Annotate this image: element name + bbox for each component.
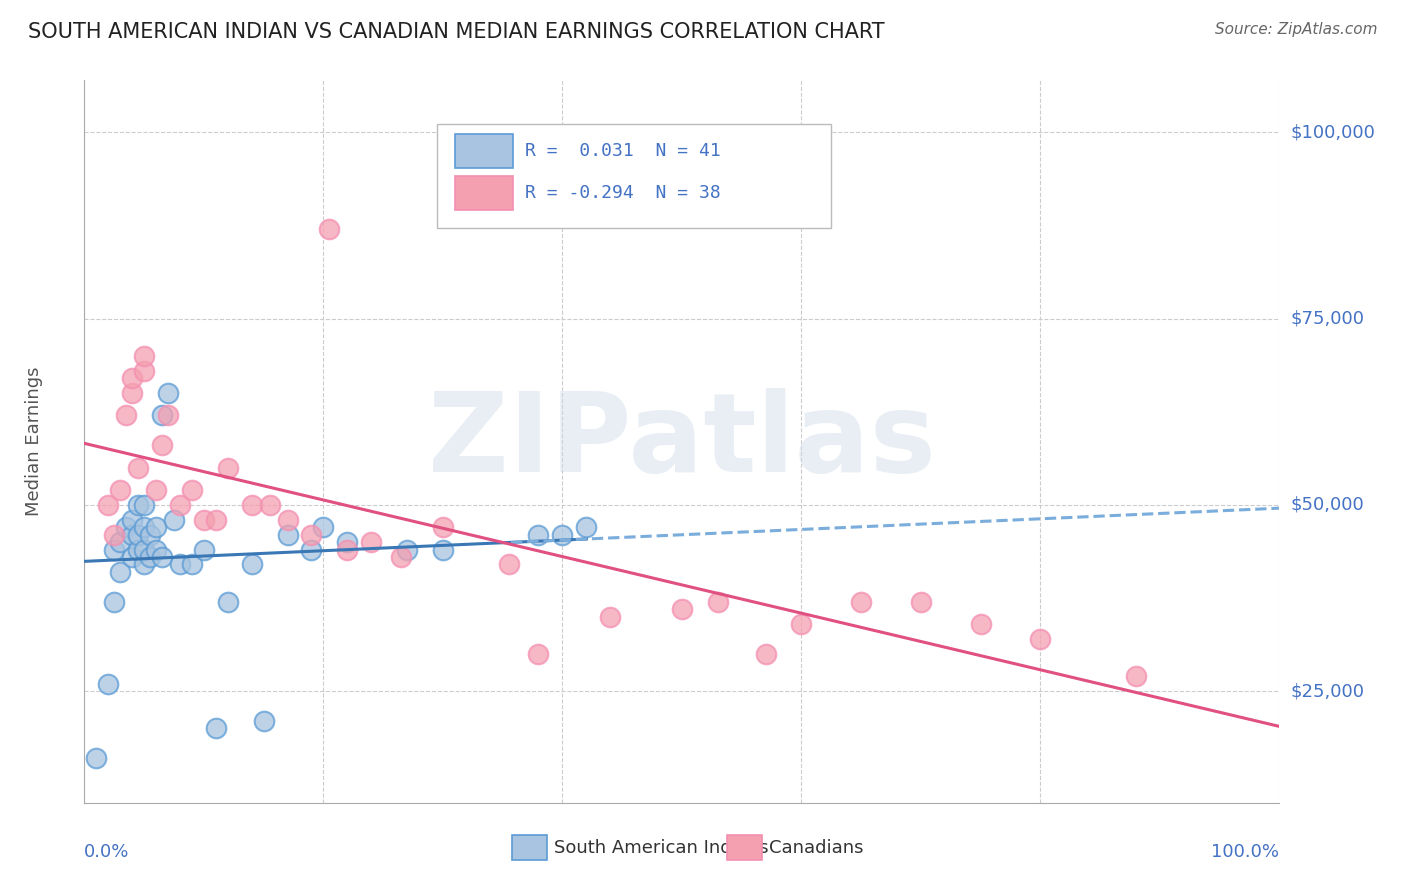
FancyBboxPatch shape — [456, 177, 513, 210]
Text: Canadians: Canadians — [769, 838, 863, 856]
Point — [127, 460, 149, 475]
Point — [132, 498, 156, 512]
Point — [1125, 669, 1147, 683]
Point — [121, 527, 143, 541]
Point — [132, 558, 156, 572]
Point — [277, 513, 299, 527]
Point — [110, 483, 132, 497]
Point — [707, 595, 730, 609]
Text: SOUTH AMERICAN INDIAN VS CANADIAN MEDIAN EARNINGS CORRELATION CHART: SOUTH AMERICAN INDIAN VS CANADIAN MEDIAN… — [28, 22, 884, 42]
Point — [132, 520, 156, 534]
Text: R = -0.294  N = 38: R = -0.294 N = 38 — [526, 184, 721, 202]
Point — [318, 222, 340, 236]
Point — [312, 520, 335, 534]
Point — [169, 558, 191, 572]
Point — [527, 647, 550, 661]
Point — [150, 549, 173, 564]
Point — [205, 513, 228, 527]
FancyBboxPatch shape — [727, 835, 762, 860]
Point — [169, 498, 191, 512]
Point — [127, 498, 149, 512]
Point — [551, 527, 574, 541]
Point — [121, 513, 143, 527]
Point — [139, 549, 162, 564]
Point — [121, 549, 143, 564]
Point — [599, 609, 621, 624]
Point — [575, 520, 598, 534]
Point — [181, 483, 204, 497]
Text: Source: ZipAtlas.com: Source: ZipAtlas.com — [1215, 22, 1378, 37]
Point — [103, 542, 125, 557]
Point — [389, 549, 412, 564]
Point — [115, 409, 138, 423]
Text: R =  0.031  N = 41: R = 0.031 N = 41 — [526, 142, 721, 160]
Point — [86, 751, 108, 765]
Point — [193, 542, 215, 557]
Point — [910, 595, 932, 609]
Point — [110, 535, 132, 549]
Point — [139, 527, 162, 541]
Point — [163, 513, 186, 527]
Text: $25,000: $25,000 — [1291, 682, 1365, 700]
Point — [253, 714, 276, 728]
FancyBboxPatch shape — [512, 835, 547, 860]
Text: Median Earnings: Median Earnings — [24, 367, 42, 516]
Point — [301, 542, 323, 557]
Point — [217, 595, 239, 609]
Point — [97, 676, 120, 690]
Point — [132, 364, 156, 378]
Point — [150, 409, 173, 423]
Point — [132, 349, 156, 363]
Point — [432, 542, 454, 557]
Point — [127, 527, 149, 541]
Point — [127, 542, 149, 557]
Point — [110, 565, 132, 579]
Point — [755, 647, 778, 661]
Point — [259, 498, 281, 512]
Point — [396, 542, 419, 557]
Point — [103, 527, 125, 541]
Point — [157, 409, 180, 423]
Point — [150, 438, 173, 452]
Point — [121, 386, 143, 401]
Point — [498, 558, 520, 572]
Text: 0.0%: 0.0% — [84, 843, 129, 861]
Point — [157, 386, 180, 401]
Text: $100,000: $100,000 — [1291, 123, 1375, 142]
Point — [145, 520, 167, 534]
Point — [1029, 632, 1052, 646]
Point — [217, 460, 239, 475]
Point — [851, 595, 873, 609]
Point — [121, 371, 143, 385]
FancyBboxPatch shape — [456, 135, 513, 168]
Point — [277, 527, 299, 541]
Point — [527, 527, 550, 541]
Text: South American Indians: South American Indians — [554, 838, 769, 856]
Point — [103, 595, 125, 609]
Point — [240, 498, 263, 512]
Point — [145, 483, 167, 497]
Point — [145, 542, 167, 557]
Point — [790, 617, 813, 632]
Text: $50,000: $50,000 — [1291, 496, 1364, 514]
Point — [336, 542, 359, 557]
Point — [97, 498, 120, 512]
Point — [432, 520, 454, 534]
Point — [301, 527, 323, 541]
Point — [360, 535, 382, 549]
Point — [970, 617, 993, 632]
FancyBboxPatch shape — [437, 124, 831, 228]
Point — [132, 542, 156, 557]
Point — [240, 558, 263, 572]
Text: 100.0%: 100.0% — [1212, 843, 1279, 861]
Text: ZIPatlas: ZIPatlas — [427, 388, 936, 495]
Point — [336, 535, 359, 549]
Point — [193, 513, 215, 527]
Point — [115, 520, 138, 534]
Text: $75,000: $75,000 — [1291, 310, 1365, 327]
Point — [671, 602, 693, 616]
Point — [181, 558, 204, 572]
Point — [205, 721, 228, 735]
